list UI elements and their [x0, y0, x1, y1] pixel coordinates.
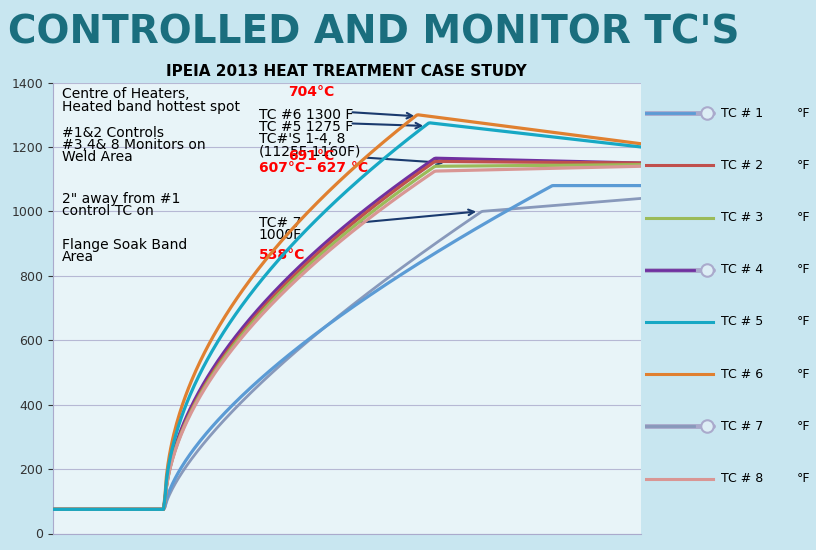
Text: TC # 7: TC # 7	[721, 420, 764, 433]
Text: 691°C: 691°C	[288, 148, 335, 163]
Text: °F: °F	[796, 472, 810, 485]
Text: TC#'S 1-4, 8: TC#'S 1-4, 8	[259, 132, 345, 146]
Text: Flange Soak Band: Flange Soak Band	[62, 238, 187, 252]
Text: °F: °F	[796, 159, 810, 172]
Text: °F: °F	[796, 316, 810, 328]
Text: TC # 4: TC # 4	[721, 263, 764, 276]
Text: Centre of Heaters,: Centre of Heaters,	[62, 87, 189, 101]
Title: IPEIA 2013 HEAT TREATMENT CASE STUDY: IPEIA 2013 HEAT TREATMENT CASE STUDY	[166, 64, 527, 79]
Text: TC #6 1300 F: TC #6 1300 F	[259, 108, 353, 122]
Text: 538°C: 538°C	[259, 249, 305, 262]
Text: control TC on: control TC on	[62, 204, 153, 218]
Text: #1&2 Controls: #1&2 Controls	[62, 126, 164, 140]
Text: °F: °F	[796, 107, 810, 120]
Text: TC# 7: TC# 7	[259, 216, 301, 230]
Text: TC # 5: TC # 5	[721, 316, 764, 328]
Text: 2" away from #1: 2" away from #1	[62, 192, 180, 206]
Text: #3,4& 8 Monitors on: #3,4& 8 Monitors on	[62, 138, 206, 152]
Text: 704°C: 704°C	[288, 85, 335, 99]
Text: 1000F: 1000F	[259, 228, 302, 242]
Text: TC #5 1275 F: TC #5 1275 F	[259, 120, 353, 134]
Text: (1125F-1160F): (1125F-1160F)	[259, 144, 361, 158]
Text: 607°C– 627 °C: 607°C– 627 °C	[259, 162, 368, 175]
Text: TC # 3: TC # 3	[721, 211, 764, 224]
Text: CONTROLLED AND MONITOR TC'S: CONTROLLED AND MONITOR TC'S	[8, 13, 739, 51]
Text: °F: °F	[796, 420, 810, 433]
Text: °F: °F	[796, 263, 810, 276]
Text: TC # 6: TC # 6	[721, 367, 764, 381]
Text: TC # 1: TC # 1	[721, 107, 764, 120]
Text: °F: °F	[796, 211, 810, 224]
Text: °F: °F	[796, 367, 810, 381]
Text: Area: Area	[62, 250, 94, 263]
Text: TC # 8: TC # 8	[721, 472, 764, 485]
Text: Weld Area: Weld Area	[62, 150, 133, 164]
Text: Heated band hottest spot: Heated band hottest spot	[62, 100, 240, 114]
Text: TC # 2: TC # 2	[721, 159, 764, 172]
